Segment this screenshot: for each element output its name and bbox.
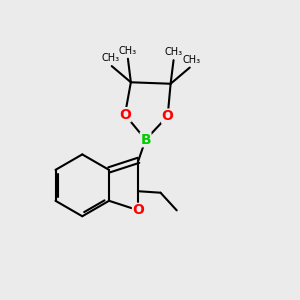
Text: CH₃: CH₃ [101,53,119,63]
Text: O: O [133,203,144,217]
Text: CH₃: CH₃ [164,47,183,57]
Text: O: O [119,108,131,122]
Text: CH₃: CH₃ [119,46,137,56]
Text: B: B [140,133,151,147]
Text: CH₃: CH₃ [182,55,200,64]
Text: O: O [162,109,174,123]
